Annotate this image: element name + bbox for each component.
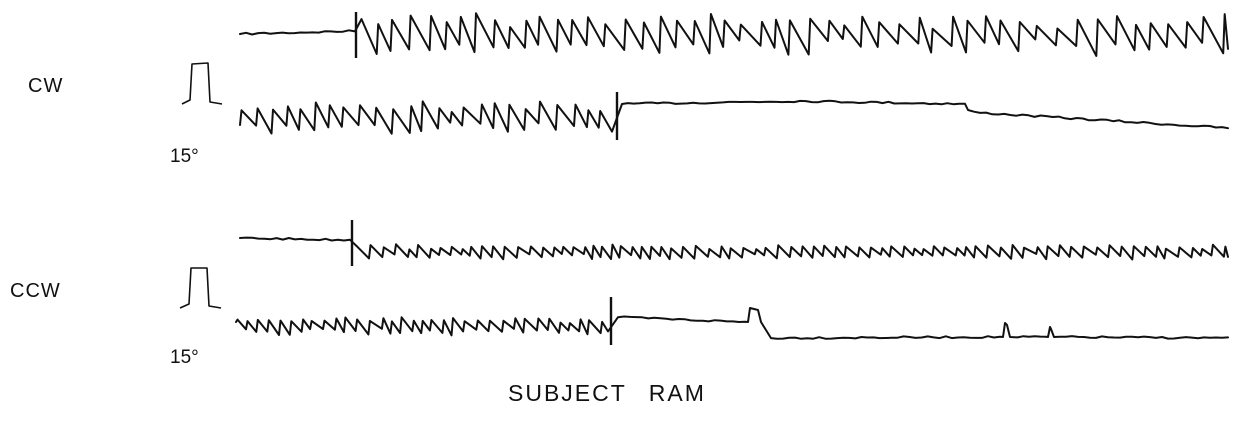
calibration-label-cw: 15° xyxy=(170,146,199,167)
trace-ccw-upper xyxy=(239,236,1229,261)
calibration-pulse-ccw xyxy=(179,267,222,309)
cw-label: CW xyxy=(28,75,64,97)
calibration-label-ccw: 15° xyxy=(170,347,199,368)
trace-cw-upper xyxy=(239,12,1229,57)
ccw-label: CCW xyxy=(10,280,61,302)
calibration-pulse-cw xyxy=(181,62,223,105)
trace-cw-lower xyxy=(239,99,1229,135)
subject-caption: SUBJECT RAM xyxy=(508,380,706,406)
trace-ccw-lower xyxy=(235,307,1229,340)
